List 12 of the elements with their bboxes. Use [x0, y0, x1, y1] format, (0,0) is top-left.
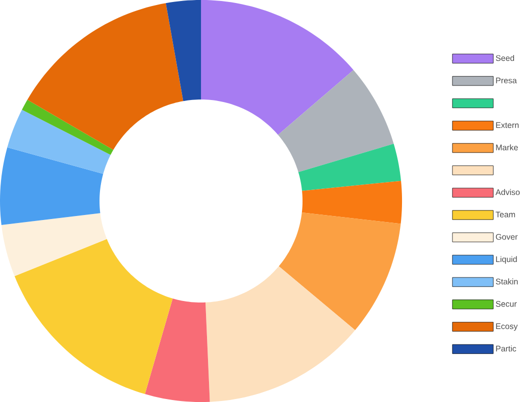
legend-label: Gover — [496, 234, 518, 240]
legend-label: Partic — [496, 345, 516, 352]
legend-label: Presa — [496, 78, 517, 84]
legend-label: Stakin — [496, 278, 518, 284]
legend-label: Seed — [496, 54, 514, 61]
legend-label: Team — [496, 212, 515, 218]
legend-label: Liquid — [496, 256, 517, 264]
legend-label: Adviso — [496, 189, 520, 196]
legend-label: Ecosy — [496, 323, 518, 331]
legend-label: Marke — [496, 144, 518, 150]
legend-label: Extern — [496, 122, 519, 128]
legend-label: Secur — [496, 300, 517, 307]
